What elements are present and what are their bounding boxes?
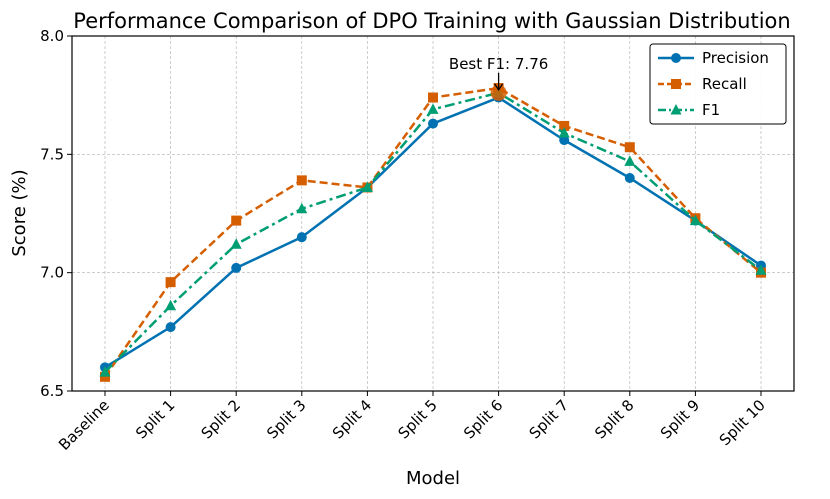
data-point-recall [296,175,307,186]
series-f1 [99,86,767,377]
data-point-recall [624,142,635,153]
annotation-label: Best F1: 7.76 [449,55,548,73]
data-point-recall [428,92,438,103]
data-point-precision [231,262,242,273]
data-point-f1 [427,103,439,114]
data-point-recall [231,215,242,226]
best-point-highlight [490,84,507,101]
x-tick-label: Split 4 [329,396,375,442]
x-tick-label: Split 7 [526,396,572,442]
x-tick-label: Split 5 [394,396,440,442]
y-axis-label: Score (%) [9,169,30,256]
data-point-f1 [230,238,242,249]
data-point-f1 [165,299,177,311]
data-point-f1 [361,181,373,192]
data-point-f1 [755,264,767,275]
data-point-precision [165,322,176,333]
x-tick-label: Split 3 [263,396,309,442]
data-point-precision [296,232,307,243]
x-axis-label: Model [406,468,460,489]
data-point-recall [559,120,570,131]
legend-label-f1: F1 [702,101,720,119]
x-tick-label: Split 9 [657,396,703,442]
legend-label-precision: Precision [702,49,769,67]
data-point-precision [428,118,438,129]
legend-box [649,43,787,125]
data-point-precision [559,135,570,146]
x-tick-label: Split 10 [716,396,769,449]
data-point-precision [624,173,635,183]
y-tick-label: 8.0 [40,27,64,45]
x-tick-label: Split 6 [460,396,506,442]
y-tick-label: 7.0 [40,264,64,282]
y-tick-label: 7.5 [40,145,64,163]
x-tick-label: Split 8 [591,396,637,442]
x-tick-label: Baseline [55,396,113,454]
legend: Precision Recall F1 [649,43,787,125]
x-ticks: Baseline Split 1 Split 2 Split 3 Split 4 Spli… [55,391,769,454]
data-point-f1 [558,127,570,138]
legend-label-recall: Recall [702,75,747,93]
y-ticks: 6.5 7.0 7.5 8.0 [40,27,72,400]
data-point-f1 [296,202,308,214]
data-point-recall [100,371,110,382]
x-tick-label: Split 2 [198,396,244,442]
annotation-arrow-head [494,83,504,91]
legend-marker-recall [671,79,681,89]
x-tick-label: Split 1 [132,396,178,442]
chart-title: Performance Comparison of DPO Training w… [73,9,790,33]
data-point-recall [165,277,176,288]
data-point-f1 [689,214,701,226]
annotation-group: Best F1: 7.76 [449,55,548,101]
data-point-f1 [99,366,111,377]
data-point-f1 [624,155,636,166]
legend-marker-f1 [670,104,682,115]
y-tick-label: 6.5 [40,382,64,400]
legend-marker-precision [671,53,681,63]
